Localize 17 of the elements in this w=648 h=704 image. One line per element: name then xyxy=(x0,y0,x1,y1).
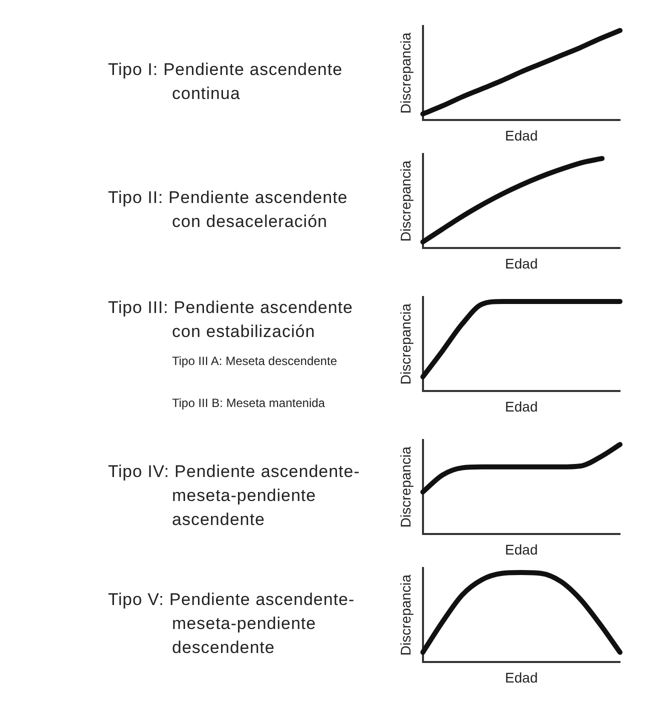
x-axis-title: Edad xyxy=(505,540,538,557)
text: Tipo III: Pendiente ascendente con estabilización xyxy=(108,297,354,343)
text: Tipo IV: Pendiente ascendente-meseta-pendiente ascendente xyxy=(108,461,361,531)
y-axis-title: Discrepancia xyxy=(397,302,414,384)
x-axis-title: Edad xyxy=(505,126,538,143)
y-axis-title: Discrepancia xyxy=(397,160,414,242)
text: Tipo V: Pendiente ascendente-meseta-pendiente descendente xyxy=(108,589,356,659)
y-axis-title: Discrepancia xyxy=(397,446,414,528)
y-axis-title: Discrepancia xyxy=(397,32,414,114)
x-axis-title: Edad xyxy=(505,398,538,414)
y-axis-title: Discrepancia xyxy=(397,574,414,656)
x-axis-title: Edad xyxy=(505,254,538,271)
text: Tipo II: Pendiente ascendente con desaceleración xyxy=(108,187,349,233)
text: Tipo I: Pendiente ascendente continua xyxy=(108,59,344,105)
x-axis-title: Edad xyxy=(505,668,538,685)
text: Tipo III A: Meseta descendente xyxy=(172,354,338,368)
text: Tipo III B: Meseta mantenida xyxy=(172,396,326,410)
